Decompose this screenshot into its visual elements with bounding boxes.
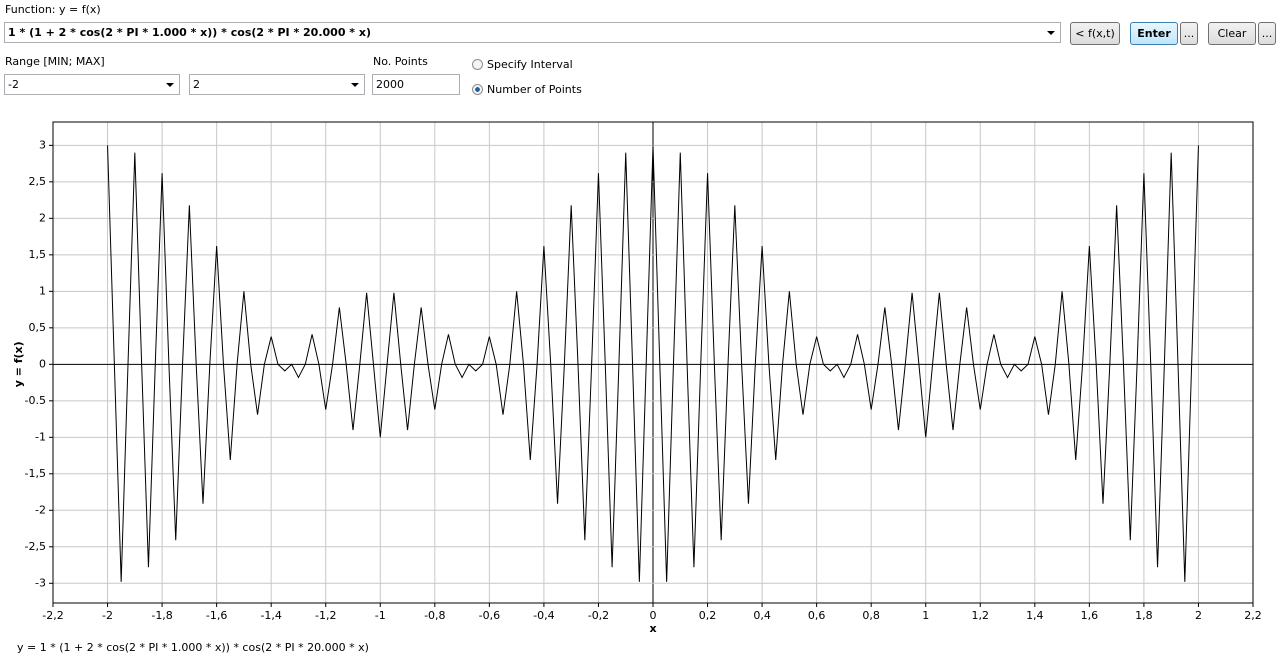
function-value: 1 * (1 + 2 * cos(2 * PI * 1.000 * x)) * … <box>8 26 372 39</box>
y-tick-label: -1 <box>35 430 46 443</box>
y-axis-label: y = f(x) <box>12 341 25 387</box>
x-tick-label: 0 <box>650 609 657 622</box>
x-tick-label: -1,6 <box>206 609 227 622</box>
points-input[interactable]: 2000 <box>372 74 460 95</box>
plot-frame <box>52 121 1254 604</box>
range-label: Range [MIN; MAX] <box>5 55 105 68</box>
x-tick-label: 1 <box>922 609 929 622</box>
x-tick-label: 0,4 <box>753 609 771 622</box>
radio-label: Number of Points <box>487 83 582 96</box>
chart: -2,2 -2 -1,8 -1,6 -1,4 -1,2 -1 -0,8 -0,6 -0,4 -0,2… <box>12 121 1262 635</box>
y-tick-label: -0.5 <box>25 394 46 407</box>
function-combo[interactable]: 1 * (1 + 2 * cos(2 * PI * 1.000 * x)) * … <box>4 22 1061 43</box>
y-tick-label: 1,5 <box>29 248 47 261</box>
radio-option[interactable]: Specify Interval <box>472 58 573 71</box>
y-tick-label: -2 <box>35 503 46 516</box>
x-tick-label: 0,6 <box>808 609 826 622</box>
x-tick-label: -0,2 <box>588 609 609 622</box>
x-tick-label: 2 <box>1195 609 1202 622</box>
x-tick-label: 0,2 <box>699 609 717 622</box>
x-axis-label: x <box>649 622 656 635</box>
x-tick-label: -1,2 <box>315 609 336 622</box>
radio[interactable] <box>472 84 483 95</box>
x-tick-label: 2,2 <box>1244 609 1262 622</box>
radio-label: Specify Interval <box>487 58 573 71</box>
y-tick-label: -2,5 <box>25 540 46 553</box>
x-tick-label: -2 <box>102 609 113 622</box>
y-tick-label: 2 <box>39 211 46 224</box>
points-label: No. Points <box>373 55 428 68</box>
range-max-combo[interactable]: 2 <box>189 74 365 95</box>
range-min-combo[interactable]: -2 <box>4 74 180 95</box>
x-tick-label: 1,8 <box>1135 609 1153 622</box>
radio[interactable] <box>472 59 483 70</box>
y-tick-label: 0 <box>39 357 46 370</box>
more-button[interactable]: ... <box>1180 22 1198 45</box>
range-min: -2 <box>8 78 19 91</box>
x-tick-label: -0,4 <box>533 609 554 622</box>
y-tick-label: 2,5 <box>29 175 47 188</box>
x-tick-label: -0,8 <box>424 609 445 622</box>
x-tick-label: -2,2 <box>42 609 63 622</box>
fxt-button[interactable]: < f(x,t) <box>1070 22 1120 45</box>
range-max: 2 <box>193 78 200 91</box>
x-tick-label: 1,2 <box>972 609 990 622</box>
clear-button[interactable]: Clear <box>1208 22 1256 45</box>
radio-option[interactable]: Number of Points <box>472 83 582 96</box>
x-tick-label: 1,6 <box>1081 609 1099 622</box>
y-tick-label: 1 <box>39 284 46 297</box>
more-button[interactable]: ... <box>1258 22 1276 45</box>
x-tick-label: 0,8 <box>862 609 880 622</box>
y-tick-label: 3 <box>39 138 46 151</box>
y-tick-label: -1,5 <box>25 467 46 480</box>
function-label: Function: y = f(x) <box>5 3 101 16</box>
data-line <box>107 145 1199 582</box>
points-value: 2000 <box>376 78 404 91</box>
x-tick-label: -1 <box>375 609 386 622</box>
x-tick-label: -1,4 <box>260 609 281 622</box>
enter-button[interactable]: Enter <box>1130 22 1178 45</box>
x-tick-label: -1,8 <box>151 609 172 622</box>
y-tick-label: 0,5 <box>29 321 47 334</box>
x-tick-label: -0,6 <box>479 609 500 622</box>
y-tick-label: -3 <box>35 576 46 589</box>
x-tick-label: 1,4 <box>1026 609 1044 622</box>
status-text: y = 1 * (1 + 2 * cos(2 * PI * 1.000 * x)… <box>17 641 369 654</box>
